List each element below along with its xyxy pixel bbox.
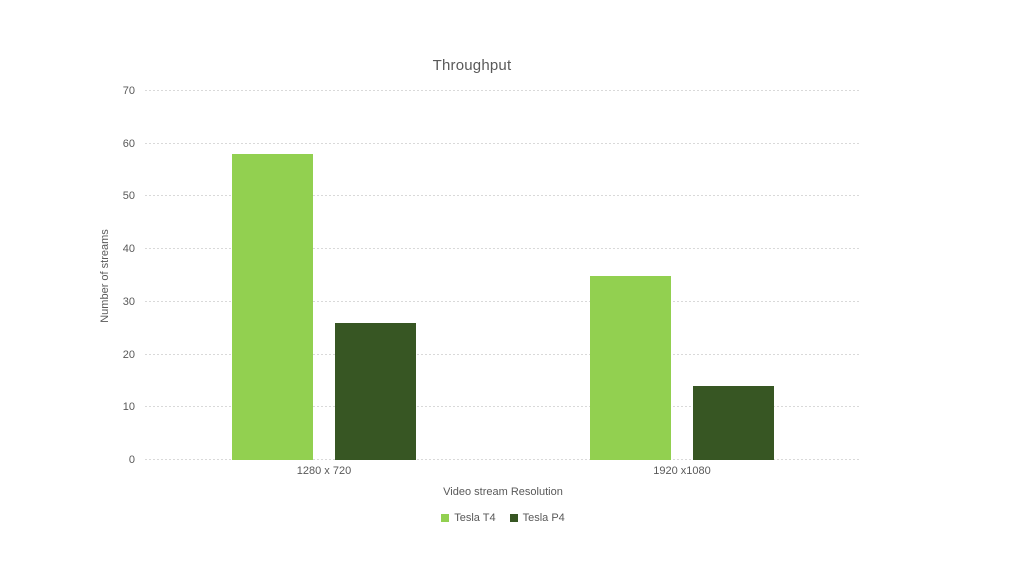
y-tick-label-30: 30 xyxy=(122,295,135,308)
gridline-40 xyxy=(145,248,861,250)
legend-swatch-tesla-p4 xyxy=(509,514,518,522)
y-tick-label-10: 10 xyxy=(122,401,135,414)
gridline-70 xyxy=(145,90,861,91)
legend-label-tesla-t4: Tesla T4 xyxy=(454,512,496,524)
gridline-50 xyxy=(145,195,861,197)
bar-tesla-p4-cat2 xyxy=(693,386,774,460)
bar-tesla-t4-cat1 xyxy=(232,154,313,460)
gridline-0 xyxy=(145,459,861,460)
y-axis-title: Number of streams xyxy=(99,228,111,323)
chart-legend: Tesla T4 Tesla P4 xyxy=(145,512,861,524)
gridline-60 xyxy=(145,142,861,144)
legend-swatch-tesla-t4 xyxy=(441,514,450,522)
x-axis-tick-labels: 1280 x 720 1920 x1080 xyxy=(145,465,861,477)
y-tick-label-20: 20 xyxy=(122,348,135,361)
gridline-30 xyxy=(145,300,861,302)
x-axis-title: Video stream Resolution xyxy=(443,486,563,498)
gridline-20 xyxy=(145,353,861,355)
x-tick-label-1: 1280 x 720 xyxy=(296,465,352,477)
y-tick-label-70: 70 xyxy=(122,85,135,97)
legend-item-tesla-t4: Tesla T4 xyxy=(441,512,496,524)
y-tick-label-0: 0 xyxy=(128,454,135,466)
category-group-2 xyxy=(503,91,861,460)
legend-label-tesla-p4: Tesla P4 xyxy=(522,512,565,524)
bar-tesla-t4-cat2 xyxy=(590,275,671,460)
legend-item-tesla-p4: Tesla P4 xyxy=(509,512,565,524)
category-group-1 xyxy=(145,91,503,460)
gridline-10 xyxy=(145,406,861,408)
bar-tesla-p4-cat1 xyxy=(335,322,416,460)
y-tick-label-60: 60 xyxy=(122,137,135,150)
chart-plot-area: 0 10 20 30 40 50 60 70 xyxy=(123,85,861,466)
y-tick-label-50: 50 xyxy=(122,190,135,203)
y-tick-label-40: 40 xyxy=(122,243,135,256)
y-axis-title-container: Number of streams xyxy=(96,91,114,460)
chart-title: Throughput xyxy=(432,57,512,74)
x-tick-label-2: 1920 x1080 xyxy=(653,465,711,477)
